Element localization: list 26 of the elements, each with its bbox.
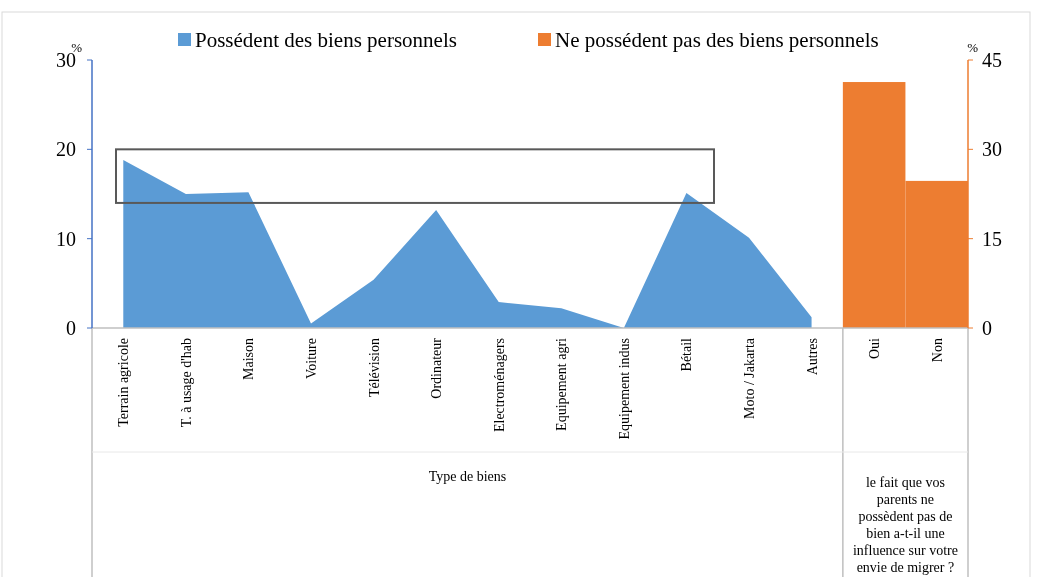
text: le fait que vos parents ne possèdent pas de bien a-t-il une influence sur votre envie de migrer ? <box>852 475 958 575</box>
x-tick-label: Non <box>929 338 945 363</box>
legend-label: Possédent des biens personnels <box>195 28 457 53</box>
x-tick-label: Maison <box>241 338 257 380</box>
x-tick-label: Equipement agri <box>554 337 570 431</box>
x-tick-label: Bétail <box>679 337 695 372</box>
x-tick-label: Télévision <box>366 338 382 398</box>
y-tick-label: 0 <box>66 317 76 339</box>
y2-tick-label: 0 <box>982 317 992 339</box>
x-tick-label: Autres <box>804 338 820 376</box>
legend-label: Ne possédent pas des biens personnels <box>555 28 879 53</box>
x-tick-label: T. à usage d'hab <box>178 338 194 428</box>
x-tick-label: Oui <box>867 337 883 359</box>
y-tick-label: 20 <box>56 138 76 161</box>
x-tick-label: Ordinateur <box>429 337 445 399</box>
y2-tick-label: 30 <box>982 138 1002 161</box>
y2-axis-title: % <box>967 40 979 55</box>
y2-tick-label: 45 <box>982 49 1002 71</box>
y-tick-label: 10 <box>56 227 76 250</box>
x-tick-label: Electroménagers <box>491 338 507 433</box>
x-tick-label: Terrain agricole <box>116 338 132 427</box>
x-axis-title: Type de biens <box>428 469 507 484</box>
y2-tick-label: 15 <box>982 227 1002 250</box>
x-tick-label: Equipement indus <box>616 338 632 440</box>
x-tick-label: Moto / Jakarta <box>742 337 757 419</box>
x-tick-label: Voiture <box>304 338 319 379</box>
